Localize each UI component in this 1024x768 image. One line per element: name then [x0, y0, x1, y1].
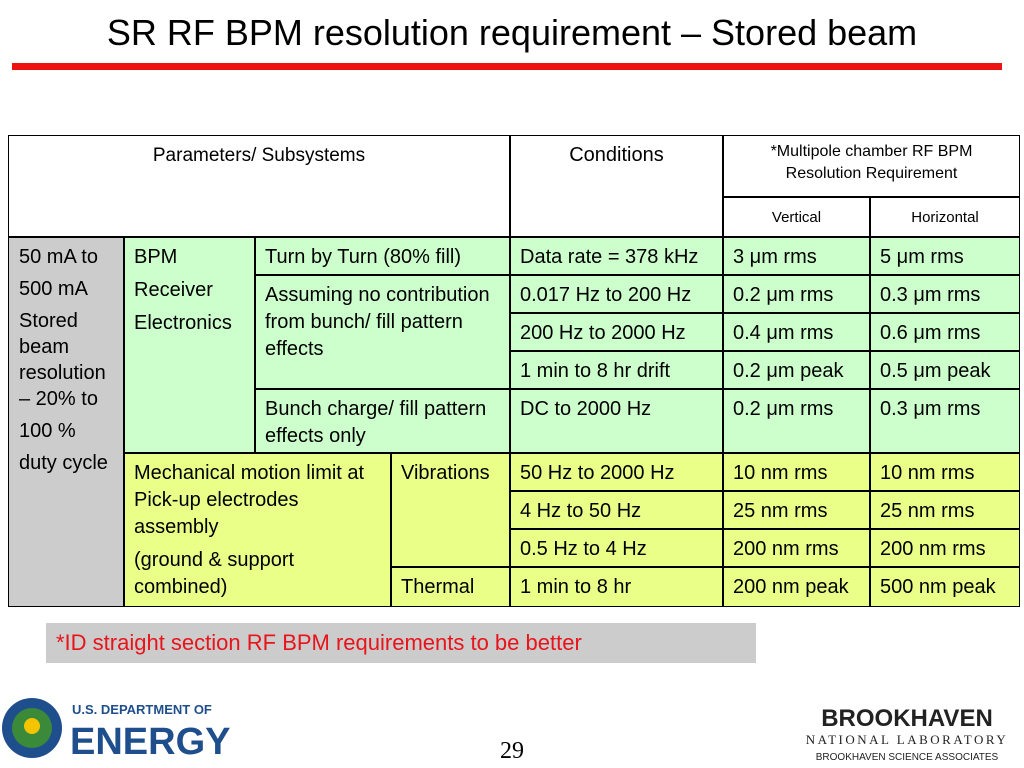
page-number: 29 [500, 738, 524, 764]
beam-text: 100 % [19, 420, 76, 442]
condition-cell: 1 min to 8 hr drift [510, 351, 723, 389]
vertical-cell: 0.2 μm rms [723, 389, 870, 453]
header-horizontal: Horizontal [870, 197, 1020, 237]
mechanical-text: (ground & support combined) [134, 549, 295, 598]
doe-main: ENERGY [70, 721, 230, 763]
doe-top: U.S. DEPARTMENT OF [72, 702, 212, 717]
bpm-item: Assuming no contribution from bunch/ fil… [255, 275, 510, 389]
bpm-text: Electronics [134, 312, 232, 334]
vertical-cell: 3 μm rms [723, 237, 870, 275]
mechanical-item: Thermal [391, 567, 510, 607]
horizontal-cell: 0.3 μm rms [870, 389, 1020, 453]
vertical-cell: 200 nm peak [723, 567, 870, 607]
mechanical-text: Mechanical motion limit at Pick-up elect… [134, 462, 365, 538]
condition-cell: DC to 2000 Hz [510, 389, 723, 453]
vertical-cell: 25 nm rms [723, 491, 870, 529]
condition-cell: 0.017 Hz to 200 Hz [510, 275, 723, 313]
condition-cell: Data rate = 378 kHz [510, 237, 723, 275]
horizontal-cell: 25 nm rms [870, 491, 1020, 529]
bnl-assoc: BROOKHAVEN SCIENCE ASSOCIATES [816, 752, 999, 763]
bpm-text: Receiver [134, 279, 213, 301]
header-parameters: Parameters/ Subsystems [8, 135, 510, 237]
note: *ID straight section RF BPM requirements… [46, 623, 756, 663]
condition-cell: 1 min to 8 hr [510, 567, 723, 607]
horizontal-cell: 200 nm rms [870, 529, 1020, 567]
condition-cell: 200 Hz to 2000 Hz [510, 313, 723, 351]
beam-text: duty cycle [19, 452, 108, 474]
horizontal-cell: 10 nm rms [870, 453, 1020, 491]
doe-logo: U.S. DEPARTMENT OF ENERGY [2, 698, 230, 763]
vertical-cell: 0.2 μm rms [723, 275, 870, 313]
vertical-cell: 10 nm rms [723, 453, 870, 491]
horizontal-cell: 0.5 μm peak [870, 351, 1020, 389]
beam-text: 50 mA to [19, 246, 98, 268]
condition-cell: 4 Hz to 50 Hz [510, 491, 723, 529]
bpm-item: Turn by Turn (80% fill) [255, 237, 510, 275]
bnl-sub: NATIONAL LABORATORY [806, 732, 1008, 747]
title-rule [12, 63, 1002, 70]
header-conditions: Conditions [510, 135, 723, 237]
bpm-cell: BPM Receiver Electronics [124, 237, 255, 453]
horizontal-cell: 500 nm peak [870, 567, 1020, 607]
vertical-cell: 200 nm rms [723, 529, 870, 567]
beam-text: Stored beam resolution – 20% to [19, 310, 106, 410]
header-requirement: *Multipole chamber RF BPM Resolution Req… [723, 135, 1020, 197]
vertical-cell: 0.2 μm peak [723, 351, 870, 389]
beam-cell: 50 mA to 500 mA Stored beam resolution – 2… [8, 237, 124, 607]
slide-title: SR RF BPM resolution requirement – Store… [106, 12, 918, 53]
condition-cell: 50 Hz to 2000 Hz [510, 453, 723, 491]
mechanical-cell: Mechanical motion limit at Pick-up elect… [124, 453, 391, 607]
doe-seal-sun [24, 718, 40, 734]
vertical-cell: 0.4 μm rms [723, 313, 870, 351]
bnl-main: BROOKHAVEN [821, 705, 993, 732]
bpm-text: BPM [134, 246, 178, 268]
horizontal-cell: 5 μm rms [870, 237, 1020, 275]
horizontal-cell: 0.3 μm rms [870, 275, 1020, 313]
bnl-logo: BROOKHAVEN NATIONAL LABORATORY BROOKHAVE… [806, 705, 1008, 763]
header-vertical: Vertical [723, 197, 870, 237]
condition-cell: 0.5 Hz to 4 Hz [510, 529, 723, 567]
beam-text: 500 mA [19, 278, 88, 300]
horizontal-cell: 0.6 μm rms [870, 313, 1020, 351]
mechanical-item: Vibrations [391, 453, 510, 567]
bpm-item: Bunch charge/ fill pattern effects only [255, 389, 510, 453]
